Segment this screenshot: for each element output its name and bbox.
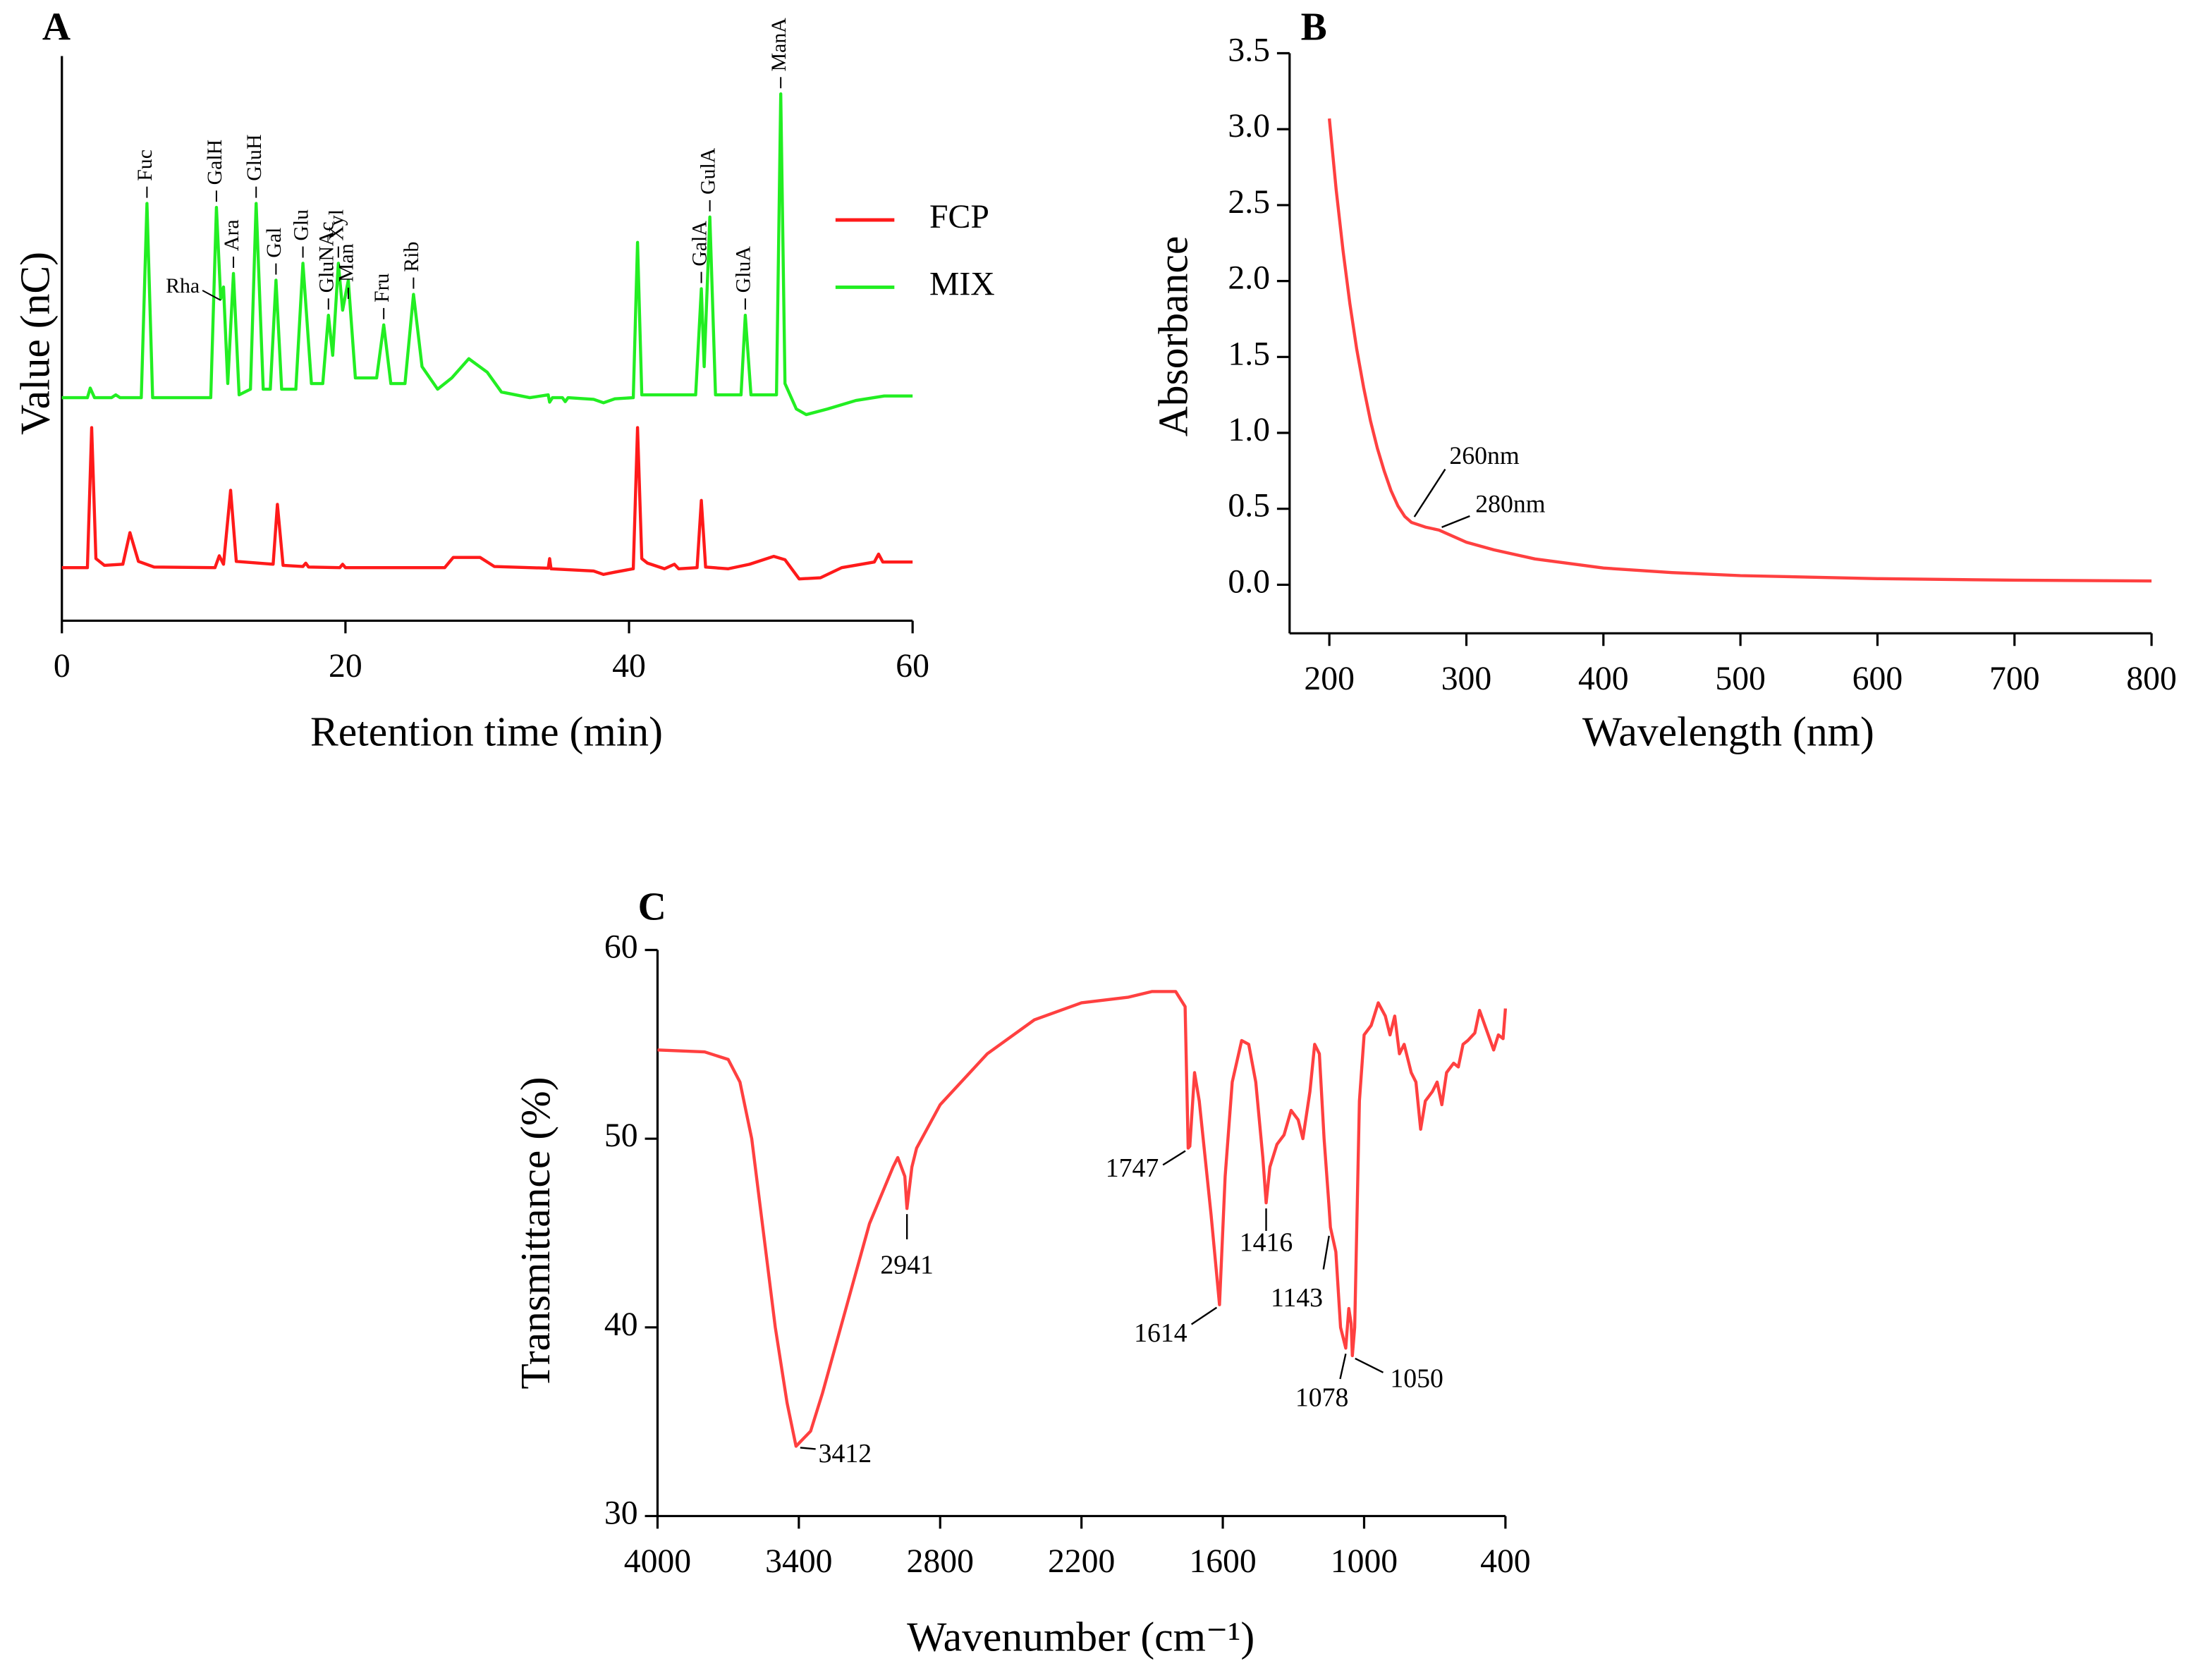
y-tick-label: 2.5 xyxy=(1228,184,1270,221)
annotation: Rib xyxy=(400,242,423,272)
annotation: 1747 xyxy=(1106,1153,1159,1183)
panel-label: C xyxy=(638,885,666,929)
legend-label: MIX xyxy=(929,266,995,302)
x-tick-label: 40 xyxy=(612,648,646,685)
data-line xyxy=(61,426,913,581)
x-tick-label: 4000 xyxy=(624,1543,691,1580)
annotation: ManA xyxy=(767,18,790,72)
x-tick-label: 500 xyxy=(1715,661,1766,697)
y-tick-label: 1.0 xyxy=(1228,412,1270,448)
x-axis-label: Retention time (min) xyxy=(310,708,663,754)
annotation: 1078 xyxy=(1295,1382,1349,1412)
x-tick-label: 3400 xyxy=(765,1543,832,1580)
panel-label: A xyxy=(42,5,71,49)
y-tick-label: 3.0 xyxy=(1228,108,1270,145)
y-tick-label: 40 xyxy=(604,1306,638,1343)
x-tick-label: 800 xyxy=(2126,661,2177,697)
x-tick-label: 200 xyxy=(1304,661,1355,697)
x-tick-label: 300 xyxy=(1441,661,1492,697)
y-axis-label: Transmittance (%) xyxy=(512,1077,558,1389)
annotation: GalA xyxy=(688,221,711,266)
y-tick-label: 2.0 xyxy=(1228,260,1270,297)
annotation-leader xyxy=(800,1447,816,1450)
annotation: GluH xyxy=(243,135,266,181)
data-line xyxy=(1327,118,2152,583)
annotation-leader xyxy=(1190,1306,1218,1325)
panel: B 200 300 400 500 600 700 800 0.0 0.5 1.0 1.5 2.0 2.5… xyxy=(1149,5,2176,754)
annotation-leader xyxy=(1355,1357,1384,1373)
annotation: Xyl xyxy=(325,209,348,241)
panel: C 4000 3400 2800 2200 1600 1000 400 30 40 50 60 Wave… xyxy=(512,885,1530,1660)
x-tick-label: 2200 xyxy=(1048,1543,1115,1580)
annotation: GluA xyxy=(732,246,755,293)
annotation: Gal xyxy=(262,228,286,258)
annotation-leader xyxy=(1162,1150,1186,1166)
annotation: 280nm xyxy=(1475,489,1546,517)
y-tick-label: 30 xyxy=(604,1495,638,1531)
x-tick-label: 20 xyxy=(329,648,362,685)
y-tick-label: 0.0 xyxy=(1228,563,1270,600)
x-axis-label: Wavenumber (cm⁻¹) xyxy=(907,1613,1254,1660)
annotation: 260nm xyxy=(1449,441,1520,470)
x-tick-label: 400 xyxy=(1578,661,1629,697)
legend-label: FCP xyxy=(929,199,989,235)
x-tick-label: 0 xyxy=(54,648,71,685)
panel: A 0 20 40 60 Retention time (min) Value (nC) FC… xyxy=(12,5,995,754)
data-line xyxy=(61,92,913,417)
y-tick-label: 3.5 xyxy=(1228,32,1270,68)
y-tick-label: 0.5 xyxy=(1228,488,1270,525)
annotation-leader xyxy=(202,290,221,301)
x-tick-label: 60 xyxy=(896,648,929,685)
x-tick-label: 600 xyxy=(1852,661,1903,697)
y-tick-label: 60 xyxy=(604,928,638,965)
annotation: 1050 xyxy=(1390,1363,1443,1393)
y-axis-label: Value (nC) xyxy=(12,252,59,435)
y-tick-label: 50 xyxy=(604,1117,638,1154)
panel-label: B xyxy=(1301,5,1327,49)
annotation-leader xyxy=(1413,468,1446,517)
x-tick-label: 1000 xyxy=(1331,1543,1398,1580)
annotation: GulA xyxy=(696,147,719,195)
annotation: 1614 xyxy=(1134,1318,1187,1348)
y-axis-label: Absorbance xyxy=(1149,236,1196,437)
annotation-leader xyxy=(1441,515,1470,529)
annotation-leader xyxy=(1339,1353,1347,1380)
x-tick-label: 400 xyxy=(1480,1543,1531,1580)
annotation: 3412 xyxy=(819,1439,872,1469)
annotation: 1143 xyxy=(1271,1283,1323,1313)
annotation: Fru xyxy=(370,273,393,302)
annotation: 2941 xyxy=(880,1250,934,1280)
annotation-leader xyxy=(1322,1235,1330,1270)
annotation: GluNAc xyxy=(315,221,338,293)
annotation: Fuc xyxy=(133,149,157,181)
data-line xyxy=(657,990,1508,1448)
y-tick-label: 1.5 xyxy=(1228,336,1270,372)
annotation: Glu xyxy=(289,209,312,241)
annotation: Ara xyxy=(220,219,243,251)
x-tick-label: 2800 xyxy=(907,1543,974,1580)
x-tick-label: 700 xyxy=(1989,661,2040,697)
annotation: Man xyxy=(335,243,358,282)
x-axis-label: Wavelength (nm) xyxy=(1582,708,1874,754)
annotation: GalH xyxy=(203,140,226,185)
annotation: Rha xyxy=(166,274,200,298)
annotation: 1416 xyxy=(1240,1227,1293,1257)
x-tick-label: 1600 xyxy=(1189,1543,1256,1580)
